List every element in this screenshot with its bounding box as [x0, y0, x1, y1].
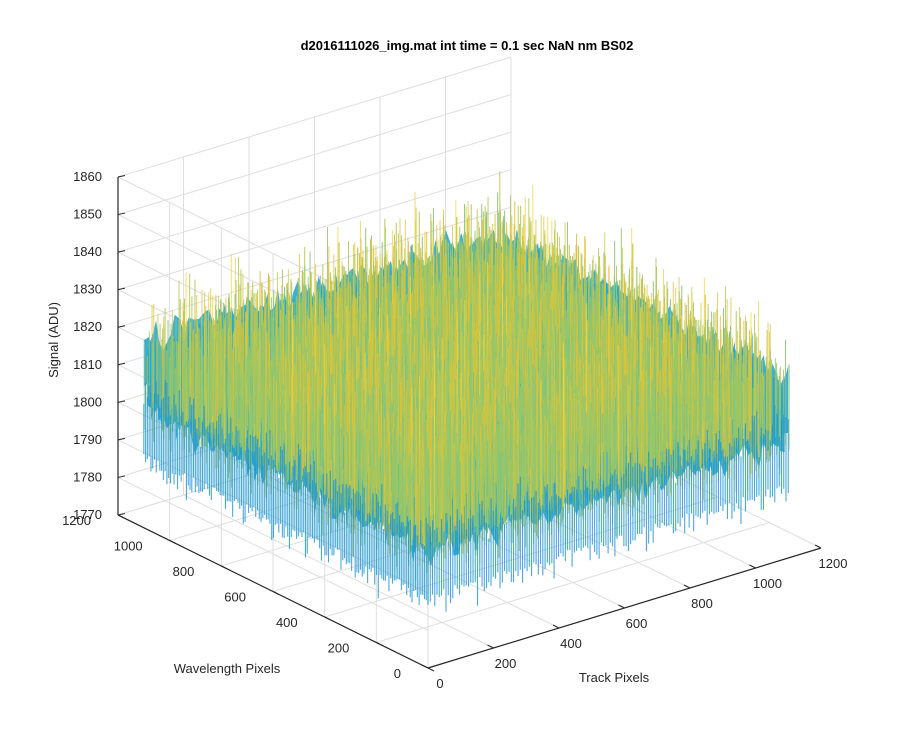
- right-wall-grid-line: [117, 131, 512, 253]
- floor-grid-line: [376, 522, 770, 643]
- right-wall-grid-line: [117, 169, 512, 291]
- left-wall-grid-line: [117, 476, 429, 631]
- right-wall-grid-line: [117, 56, 512, 178]
- floor-grid-line: [324, 496, 718, 618]
- surface-mesh: [143, 171, 790, 612]
- right-wall-grid-line: [117, 94, 512, 216]
